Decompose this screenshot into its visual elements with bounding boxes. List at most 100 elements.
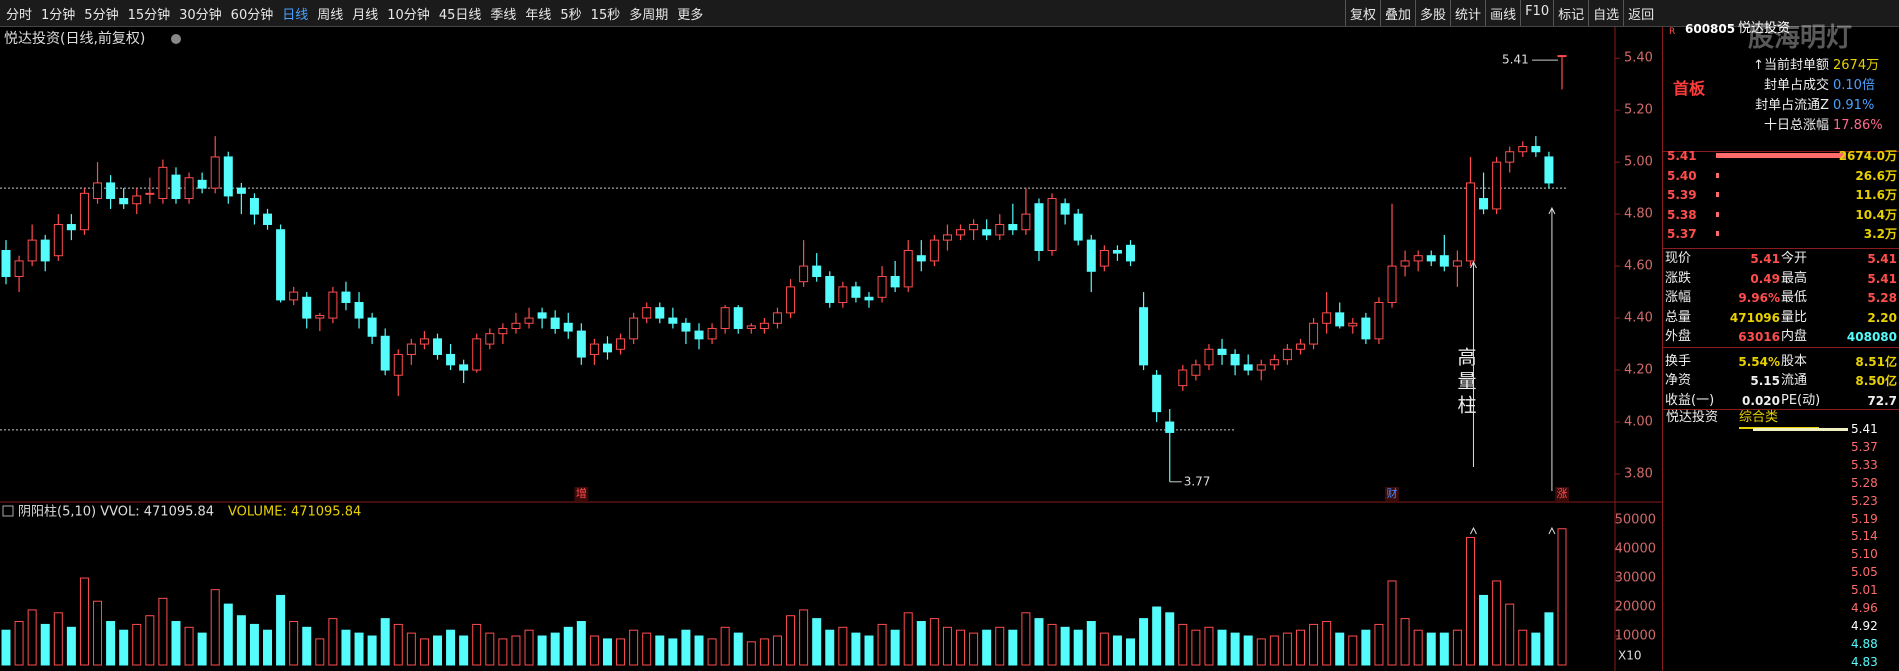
book-price: 5.40 (1667, 168, 1697, 183)
volume-bar (942, 626, 952, 666)
period-tab[interactable]: 分时 (6, 7, 33, 23)
candle-body (1309, 322, 1319, 345)
period-tab[interactable]: 1分钟 (41, 7, 76, 23)
chart-title: 悦达投资(日线,前复权) (4, 30, 145, 47)
volume-bar (1452, 629, 1462, 666)
candle-body (158, 166, 168, 200)
divider (1663, 409, 1899, 410)
volume-bar (655, 635, 665, 666)
period-tab[interactable]: 年线 (525, 7, 552, 23)
quote-label: 最低 (1781, 290, 1808, 305)
candle-body (66, 224, 76, 231)
volume-bar (158, 597, 168, 666)
candle-body (1217, 348, 1227, 355)
candle-body (1400, 260, 1410, 267)
y-tick-label: 30000 (1615, 571, 1656, 586)
tool-button[interactable]: 自选 (1588, 0, 1623, 26)
volume-bar (79, 577, 89, 666)
quote-value: 0.020 (1742, 393, 1780, 408)
period-tab[interactable]: 5秒 (560, 7, 582, 23)
candle-body (1256, 364, 1266, 371)
tool-button[interactable]: F10 (1520, 0, 1553, 26)
period-tab[interactable]: 10分钟 (387, 7, 430, 23)
sector-type: 综合类 (1739, 410, 1779, 425)
volume-bar (825, 629, 835, 666)
period-tabs: 分时 1分钟 5分钟 15分钟 30分钟 60分钟 日线 周线 月线 10分钟 45日线 季线 年线 5秒… (0, 4, 703, 23)
tool-button[interactable]: 标记 (1553, 0, 1588, 26)
candle-body (380, 335, 390, 371)
period-tab[interactable]: 多周期 (629, 7, 669, 23)
period-tab[interactable]: 月线 (352, 7, 379, 23)
period-tab[interactable]: 30分钟 (179, 7, 222, 23)
tool-button[interactable]: 叠加 (1380, 0, 1415, 26)
y-tick-label: 3.80 (1624, 467, 1653, 482)
volume-bar (53, 612, 63, 666)
candle-body (1452, 260, 1462, 267)
tool-button[interactable]: 返回 (1623, 0, 1658, 26)
candle-body (263, 213, 273, 226)
volume-bar (1126, 638, 1136, 666)
candle-body (864, 296, 874, 301)
volume-bar (472, 623, 482, 666)
volume-icon (2, 505, 14, 517)
volume-bar (276, 594, 286, 666)
period-tab[interactable]: 15秒 (590, 7, 621, 23)
candle-body (145, 192, 155, 195)
volume-bar (1191, 629, 1201, 666)
candle-body (942, 234, 952, 241)
y-tick-label: 50000 (1615, 513, 1656, 528)
volume-bar (223, 603, 233, 666)
candle-body (956, 229, 966, 236)
period-tab[interactable]: 45日线 (438, 7, 482, 23)
period-tab[interactable]: 5分钟 (84, 7, 119, 23)
period-tab[interactable]: 60分钟 (230, 7, 274, 23)
candle-body (367, 317, 377, 337)
quote-label: 净资 (1665, 373, 1692, 388)
candle-body (1152, 374, 1162, 413)
volume-bar (1060, 626, 1070, 666)
seal-value: 2674万 (1833, 58, 1880, 73)
candle-body (79, 192, 89, 231)
quote-value: 471096 (1729, 310, 1780, 325)
tool-button[interactable]: 多股 (1415, 0, 1450, 26)
volume-bar (629, 629, 639, 666)
volume-bar (459, 635, 469, 666)
volume-bar (995, 626, 1005, 666)
volume-bar (66, 626, 76, 666)
candle-body (720, 307, 730, 329)
period-tab[interactable]: 季线 (490, 7, 517, 23)
candle-body (1060, 203, 1070, 215)
marker-box (574, 487, 589, 501)
mini-scale-label: 5.23 (1851, 493, 1878, 508)
volume-bar (1008, 629, 1018, 666)
book-volume: 2674.0万 (1838, 149, 1897, 163)
y-tick-label: 4.00 (1624, 415, 1653, 430)
tool-button[interactable]: 复权 (1345, 0, 1380, 26)
seal-label: 封单占成交 (1763, 78, 1829, 93)
candle-body (485, 333, 495, 345)
tool-button[interactable]: 画线 (1485, 0, 1520, 26)
candle-body (602, 343, 612, 353)
volume-bar (1505, 603, 1515, 666)
volume-bar (969, 632, 979, 666)
divider (1663, 151, 1899, 152)
quote-value: 0.49 (1750, 271, 1780, 286)
period-tab[interactable]: 15分钟 (127, 7, 171, 23)
period-tab[interactable]: 日线 (282, 7, 309, 23)
volume-bar (616, 638, 626, 666)
tool-button[interactable]: 统计 (1450, 0, 1485, 26)
volume-bar (877, 623, 887, 666)
candle-body (1479, 198, 1489, 210)
volume-bar (694, 635, 704, 666)
flag: R (1669, 27, 1676, 37)
period-tab[interactable]: 周线 (317, 7, 344, 23)
book-volume: 26.6万 (1855, 168, 1897, 183)
seal-value: 17.86% (1833, 118, 1883, 133)
candle-body (498, 327, 508, 335)
volume-bar (1152, 606, 1162, 666)
volume-bar (537, 635, 547, 666)
candle-body (184, 177, 194, 200)
period-tab[interactable]: 更多 (677, 7, 704, 23)
candle-body (1230, 353, 1240, 366)
volume-bar (1047, 623, 1057, 666)
